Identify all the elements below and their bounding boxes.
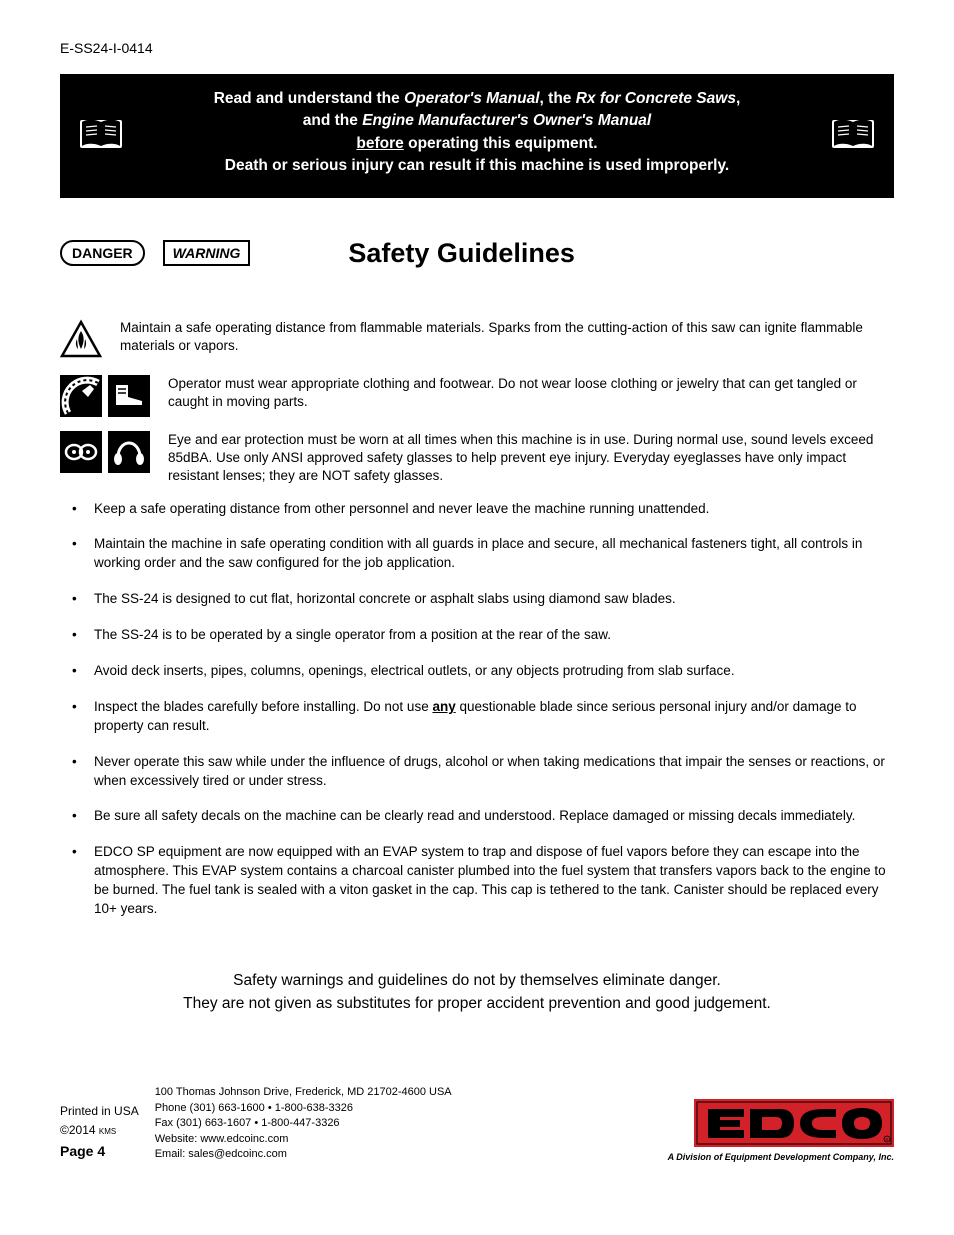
- bullet-item: Maintain the machine in safe operating c…: [60, 535, 894, 573]
- warning-label: WARNING: [163, 240, 251, 266]
- bullet-item: Keep a safe operating distance from othe…: [60, 500, 894, 519]
- bullet-item: Never operate this saw while under the i…: [60, 753, 894, 791]
- flame-icon: [60, 319, 102, 361]
- danger-label: DANGER: [60, 240, 145, 266]
- footer-logo-block: R A Division of Equipment Development Co…: [668, 1099, 894, 1162]
- goggles-icon: [60, 431, 102, 473]
- bullet-item: Inspect the blades carefully before inst…: [60, 698, 894, 736]
- guideline-flammable: Maintain a safe operating distance from …: [60, 319, 894, 361]
- page-footer: Printed in USA ©2014 KMS Page 4 100 Thom…: [60, 1085, 894, 1162]
- svg-text:R: R: [886, 1137, 889, 1142]
- bullet-item: The SS-24 is to be operated by a single …: [60, 626, 894, 645]
- earmuff-icon: [108, 431, 150, 473]
- heading-row: DANGER WARNING Safety Guidelines: [60, 238, 894, 269]
- guideline-clothing: Operator must wear appropriate clothing …: [60, 375, 894, 417]
- manual-book-icon: [830, 114, 876, 152]
- edco-logo: R: [694, 1099, 894, 1147]
- bullet-item: Avoid deck inserts, pipes, columns, open…: [60, 662, 894, 681]
- closing-note: Safety warnings and guidelines do not by…: [60, 969, 894, 1016]
- footer-left: Printed in USA ©2014 KMS Page 4: [60, 1102, 139, 1163]
- guideline-text: Eye and ear protection must be worn at a…: [168, 431, 894, 486]
- footer-contact: 100 Thomas Johnson Drive, Frederick, MD …: [155, 1085, 452, 1162]
- page-title: Safety Guidelines: [348, 238, 575, 269]
- logo-tagline: A Division of Equipment Development Comp…: [668, 1152, 894, 1162]
- manual-book-icon: [78, 114, 124, 152]
- bullet-list: Keep a safe operating distance from othe…: [60, 500, 894, 919]
- warning-banner: Read and understand the Operator's Manua…: [60, 74, 894, 198]
- bullet-item: EDCO SP equipment are now equipped with …: [60, 843, 894, 919]
- guideline-text: Operator must wear appropriate clothing …: [168, 375, 894, 411]
- bullet-item: Be sure all safety decals on the machine…: [60, 807, 894, 826]
- boot-icon: [108, 375, 150, 417]
- gear-hand-icon: [60, 375, 102, 417]
- guideline-eye-ear: Eye and ear protection must be worn at a…: [60, 431, 894, 486]
- guideline-text: Maintain a safe operating distance from …: [120, 319, 894, 355]
- bullet-item: The SS-24 is designed to cut flat, horiz…: [60, 590, 894, 609]
- banner-text: Read and understand the Operator's Manua…: [144, 88, 810, 178]
- document-code: E-SS24-I-0414: [60, 40, 894, 56]
